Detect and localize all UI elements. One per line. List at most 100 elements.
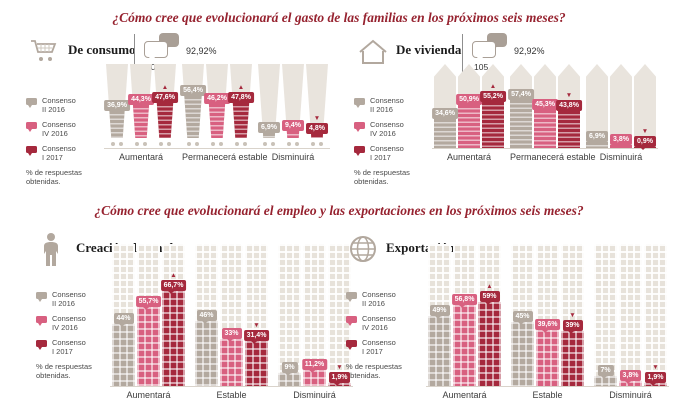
responses-count: 105	[146, 62, 161, 72]
legend-swatch-i-2017	[26, 146, 37, 156]
worker-icon	[40, 232, 62, 273]
value-chip: 44%	[113, 312, 134, 327]
value-chip: 57,4%	[508, 88, 534, 103]
legend-note: % de respuestas obtenidas.	[36, 362, 92, 381]
legend-note: % de respuestas obtenidas.	[26, 168, 82, 187]
bar: 56,8%	[451, 244, 478, 386]
bar: ▲ 66,7%	[160, 244, 187, 386]
legend-item: Consenso IV 2016	[346, 314, 422, 332]
bar: ▼ 4,8%	[306, 64, 328, 148]
value-chip: 66,7%	[160, 280, 187, 295]
legend-swatch-ii-2016	[354, 98, 365, 108]
bar: 55,7%	[135, 244, 162, 386]
legend-swatch-ii-2016	[346, 292, 357, 302]
value-chip: 47,6%	[152, 91, 178, 106]
group-aumentara: 44% 55,7% ▲ 66,7%	[112, 244, 187, 386]
chart-creacion-de-empleo: 44% 55,7% ▲ 66,7% 46% 33% ▼ 31,4% 9% 11,2%…	[110, 244, 353, 400]
category-label: Aumentará	[118, 152, 164, 162]
responses-count: 105	[474, 62, 489, 72]
speech-bubble-outline-icon	[472, 41, 496, 62]
legend: Consenso II 2016 Consenso IV 2016 Consenso…	[346, 290, 422, 381]
legend-item: Consenso IV 2016	[36, 314, 112, 332]
bar: 45,3%	[532, 64, 558, 148]
panel-title: De consumo	[68, 42, 136, 57]
category-label: Aumentará	[442, 390, 487, 400]
bar: ▼ 1,9%	[328, 244, 351, 387]
bar: 9%	[278, 244, 301, 386]
bar: 7%	[594, 244, 617, 386]
shopping-cart-icon	[30, 38, 62, 71]
legend-swatch-i-2017	[354, 146, 365, 156]
legend-swatch-i-2017	[36, 340, 47, 350]
legend-item: Consenso IV 2016	[354, 120, 430, 138]
cart-wheels-icon	[154, 140, 176, 148]
question-title-top: ¿Cómo cree que evolucionará el gasto de …	[112, 10, 566, 25]
speech-bubble-outline-icon	[144, 41, 168, 62]
bar: 46,2%	[204, 64, 230, 148]
group-disminuira: 6,9% 3,8% ▼ 0,9%	[586, 64, 656, 151]
question-title-bottom: ¿Cómo cree que evolucionará el empleo y …	[94, 203, 584, 218]
value-chip: 55,2%	[480, 90, 506, 105]
legend-item: Consenso I 2017	[36, 338, 112, 356]
cart-wheels-icon	[282, 140, 304, 148]
value-chip: 47,8%	[228, 91, 254, 106]
cart-wheels-icon	[182, 140, 204, 148]
bar: ▲ 59%	[478, 244, 501, 386]
value-chip: 4,8%	[306, 123, 328, 138]
category-label: Disminuirá	[293, 390, 336, 400]
value-chip: 3,8%	[610, 133, 632, 148]
bar: 33%	[220, 244, 243, 386]
bar: ▲ 47,6%	[152, 64, 178, 148]
value-chip: 34,6%	[432, 107, 458, 122]
legend-swatch-ii-2016	[36, 292, 47, 302]
bar: 50,9%	[456, 64, 482, 148]
responses-rate: 92,92%	[514, 46, 545, 56]
legend-item: Consenso I 2017	[26, 144, 102, 162]
cart-wheels-icon	[106, 140, 128, 148]
value-chip: 3,8%	[619, 369, 642, 384]
value-chip: 31,4%	[243, 330, 270, 345]
category-label: Disminuirá	[599, 152, 643, 162]
legend-swatch-iv-2016	[354, 122, 365, 132]
bar: 36,9%	[104, 64, 130, 148]
divider	[462, 34, 463, 80]
legend-swatch-iv-2016	[346, 316, 357, 326]
bar: 45%	[511, 244, 534, 386]
legend-item: Consenso II 2016	[36, 290, 112, 308]
trend-arrow-icon: ▲	[161, 83, 169, 91]
legend: Consenso II 2016 Consenso IV 2016 Consenso…	[354, 96, 430, 187]
bar: 3,8%	[610, 64, 632, 148]
group-permanecera-estable: 56,4% 46,2% ▲ 47,8%	[180, 64, 254, 148]
legend-item: Consenso II 2016	[354, 96, 430, 114]
group-disminuira: 9% 11,2% ▼ 1,9%	[278, 244, 351, 387]
legend-swatch-i-2017	[346, 340, 357, 350]
responses-bubbles: 105 92,92%	[144, 33, 232, 77]
category-label: Permanecerá estable	[510, 152, 596, 162]
trend-arrow-icon: ▲	[486, 283, 493, 291]
bar: 39,6%	[534, 244, 561, 386]
cart-wheels-icon	[258, 140, 280, 148]
bar: 44%	[112, 244, 135, 386]
category-label: Estable	[532, 390, 563, 400]
trend-arrow-icon: ▼	[313, 115, 321, 123]
trend-arrow-icon: ▲	[489, 82, 497, 90]
group-estable: 46% 33% ▼ 31,4%	[195, 244, 270, 386]
chart-de-consumo: 36,9% 44,3% ▲ 47,6% 56,4% 46,2% ▲ 47,8% 6,…	[104, 64, 330, 162]
value-chip: 44,3%	[128, 94, 154, 109]
value-chip: 46,2%	[204, 92, 230, 107]
bar: 44,3%	[128, 64, 154, 148]
group-disminuira: 7% 3,8% ▼ 1,9%	[594, 244, 667, 387]
group-aumentara: 49% 56,8% ▲ 59%	[428, 244, 501, 386]
legend-item: Consenso II 2016	[346, 290, 422, 308]
bar: 34,6%	[432, 64, 458, 148]
trend-arrow-icon: ▲	[237, 83, 245, 91]
chart-exportacion: 49% 56,8% ▲ 59% 45% 39,6% ▼ 39% 7% 3,8% ▼ 1…	[426, 244, 669, 400]
value-chip: 50,9%	[456, 94, 482, 109]
bar: 46%	[195, 244, 218, 386]
value-chip: 39%	[562, 319, 583, 334]
value-chip: 55,7%	[135, 295, 162, 310]
trend-arrow-icon: ▲	[170, 272, 177, 280]
legend-note: % de respuestas obtenidas.	[346, 362, 402, 381]
